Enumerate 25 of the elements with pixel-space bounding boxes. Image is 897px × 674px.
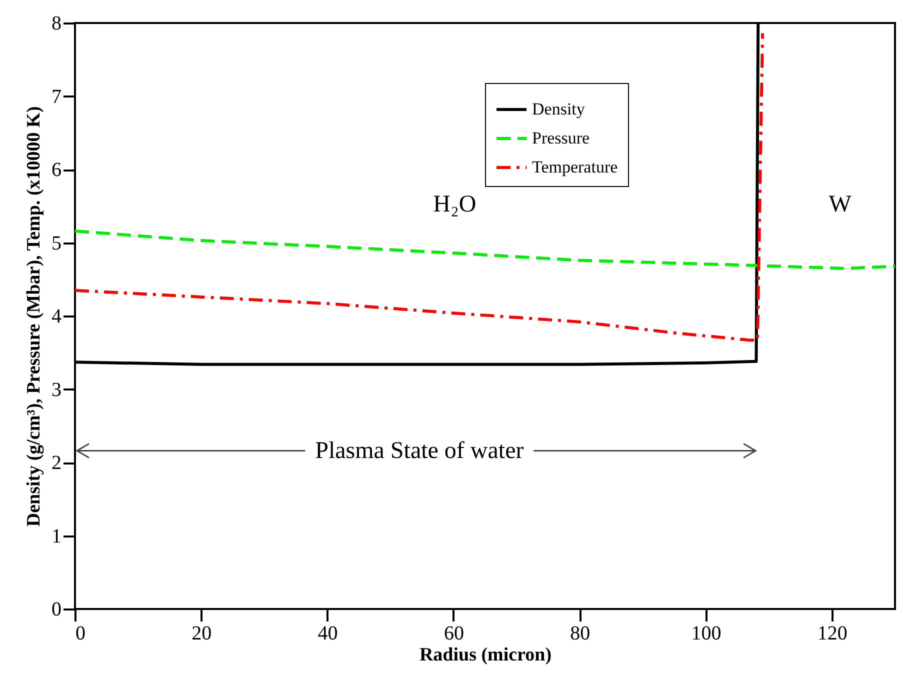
x-tick-label: 40 [318,622,338,644]
annotation: Plasma State of water [315,438,524,464]
x-tick-label: 20 [192,622,212,644]
y-tick-label: 2 [52,452,62,474]
annotation: H₂O [433,192,476,218]
y-tick-label: 6 [52,159,62,181]
x-tick-label: 60 [444,622,464,644]
y-tick-label: 5 [52,232,62,254]
y-tick-label: 1 [52,525,62,548]
x-axis-title: Radius (micron) [419,644,552,666]
y-axis-title: Density (g/cm³), Pressure (Mbar), Temp. (x10000 K) [24,106,44,527]
line-series [75,230,895,270]
y-tick-label: 0 [52,598,62,620]
x-tick-label: 100 [691,622,722,644]
legend-label: Density [532,100,586,118]
y-tick-label: 4 [52,306,62,328]
x-tick-label: 120 [817,622,848,644]
legend-label: Temperature [532,158,618,176]
legend-label: Pressure [532,128,590,148]
y-tick-label: 3 [52,378,62,401]
y-tick-label: 8 [52,12,62,34]
x-tick-label: 80 [570,622,590,644]
x-tick-label: 0 [76,622,86,644]
y-tick-label: 7 [52,86,62,108]
annotation: W [828,192,852,218]
